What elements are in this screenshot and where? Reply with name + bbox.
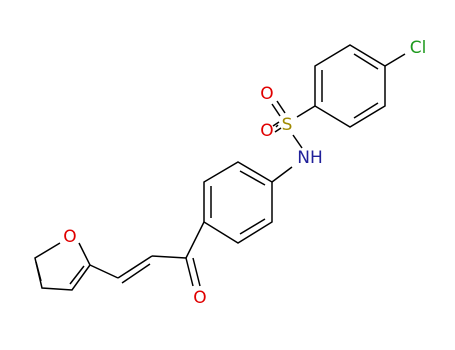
double-bond [271,103,281,117]
atom-label: NH [297,148,323,168]
bond [151,255,187,259]
double-bond [192,257,201,287]
ring [203,161,273,244]
double-bond [274,127,282,133]
ring [34,242,91,291]
atom-label: O [260,84,273,104]
double-bond [239,218,266,235]
ring [314,44,386,128]
double-bond [121,263,151,284]
double-bond [353,53,379,70]
double-bond [35,261,42,282]
double-bond [239,170,266,186]
bond [384,53,406,67]
double-bond [275,124,279,128]
atom-label: Cl [410,38,427,58]
bond [185,221,205,259]
bond [89,264,119,279]
double-bond [117,255,153,279]
atom-label: S [282,115,293,135]
bonds [34,44,406,291]
bond [292,134,303,149]
bond [271,166,293,183]
double-bond [185,257,194,287]
double-bond [276,100,286,114]
atom-label: O [260,121,273,141]
atom-label: O [63,227,76,247]
double-bond [272,121,280,127]
bond [296,105,316,118]
atom-label: O [193,288,206,308]
double-bond [353,102,379,119]
double-bond [69,265,85,285]
